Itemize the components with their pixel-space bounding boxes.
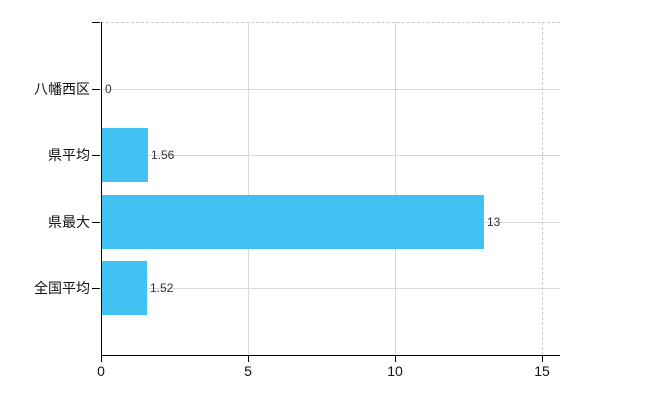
y-axis-line (101, 22, 102, 355)
plot-area (101, 22, 560, 355)
y-axis-tick (92, 288, 100, 289)
x-axis-tick (542, 355, 543, 362)
category-label: 全国平均 (34, 280, 90, 296)
x-tick-label: 10 (387, 363, 403, 379)
gridline-vertical (542, 22, 543, 355)
value-label: 1.52 (150, 281, 174, 295)
category-label: 県平均 (48, 147, 90, 163)
plot-top-border (101, 22, 560, 23)
gridline-horizontal (101, 89, 560, 90)
gridline-horizontal (101, 155, 560, 156)
y-axis-tick (92, 222, 100, 223)
x-axis-line (101, 355, 560, 356)
x-axis-tick (248, 355, 249, 362)
bar (102, 128, 148, 182)
value-label: 1.56 (151, 148, 175, 162)
y-axis-tick (92, 22, 100, 23)
y-axis-tick (92, 89, 100, 90)
x-tick-label: 5 (244, 363, 252, 379)
bar (102, 261, 147, 315)
value-label: 13 (487, 215, 501, 229)
gridline-vertical (395, 22, 396, 355)
category-label: 県最大 (48, 214, 90, 230)
category-label: 八幡西区 (34, 81, 90, 97)
x-axis-tick (101, 355, 102, 362)
value-label: 0 (105, 82, 112, 96)
gridline-vertical (248, 22, 249, 355)
gridline-horizontal (101, 288, 560, 289)
x-tick-label: 15 (534, 363, 550, 379)
y-axis-tick (92, 155, 100, 156)
x-tick-label: 0 (97, 363, 105, 379)
x-axis-tick (395, 355, 396, 362)
bar (102, 195, 484, 249)
